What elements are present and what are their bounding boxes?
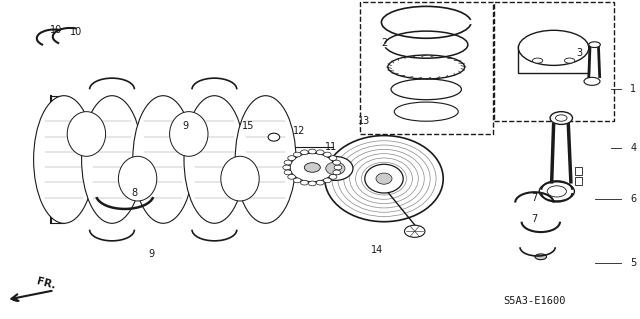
Ellipse shape xyxy=(376,173,392,184)
Circle shape xyxy=(532,58,543,63)
Ellipse shape xyxy=(316,180,324,185)
Text: 4: 4 xyxy=(630,143,637,153)
Ellipse shape xyxy=(324,136,443,222)
Text: S5A3-E1600: S5A3-E1600 xyxy=(503,296,566,307)
Ellipse shape xyxy=(170,112,208,156)
Text: 7: 7 xyxy=(531,213,538,224)
Ellipse shape xyxy=(547,186,566,197)
Ellipse shape xyxy=(305,163,321,172)
Bar xyxy=(575,167,582,175)
Text: 9: 9 xyxy=(182,121,189,131)
Ellipse shape xyxy=(268,133,280,141)
Ellipse shape xyxy=(326,162,345,175)
Ellipse shape xyxy=(235,96,296,223)
Ellipse shape xyxy=(518,30,589,65)
Text: 13: 13 xyxy=(358,116,371,126)
Text: 12: 12 xyxy=(293,126,305,136)
Ellipse shape xyxy=(539,182,575,201)
Bar xyxy=(575,177,582,185)
Ellipse shape xyxy=(404,225,425,237)
Text: 11: 11 xyxy=(325,142,337,152)
Ellipse shape xyxy=(82,96,143,223)
Ellipse shape xyxy=(184,96,245,223)
FancyArrowPatch shape xyxy=(12,293,45,302)
Ellipse shape xyxy=(589,42,600,48)
Text: FR.: FR. xyxy=(35,276,56,291)
Ellipse shape xyxy=(550,112,573,124)
Ellipse shape xyxy=(324,178,332,183)
Ellipse shape xyxy=(324,152,332,157)
FancyBboxPatch shape xyxy=(360,2,493,134)
Ellipse shape xyxy=(284,170,292,175)
Ellipse shape xyxy=(118,156,157,201)
Ellipse shape xyxy=(535,254,547,260)
Text: 9: 9 xyxy=(148,249,155,259)
Ellipse shape xyxy=(301,150,308,155)
Ellipse shape xyxy=(584,77,600,85)
Text: 6: 6 xyxy=(630,194,637,204)
Ellipse shape xyxy=(284,160,292,165)
Text: 14: 14 xyxy=(371,245,383,256)
Ellipse shape xyxy=(308,149,316,154)
Text: 7: 7 xyxy=(531,193,538,203)
Ellipse shape xyxy=(34,96,95,223)
Ellipse shape xyxy=(308,181,316,186)
Text: 15: 15 xyxy=(242,121,254,131)
Ellipse shape xyxy=(133,96,194,223)
Text: 10: 10 xyxy=(50,25,62,35)
Text: 8: 8 xyxy=(131,188,138,198)
Ellipse shape xyxy=(333,160,340,165)
Circle shape xyxy=(564,58,575,63)
Ellipse shape xyxy=(333,170,340,175)
Ellipse shape xyxy=(293,152,301,157)
FancyBboxPatch shape xyxy=(494,2,614,121)
Ellipse shape xyxy=(293,178,301,183)
Text: 5: 5 xyxy=(630,258,637,268)
Ellipse shape xyxy=(288,174,296,179)
Text: 3: 3 xyxy=(576,48,582,58)
Ellipse shape xyxy=(301,180,308,185)
Text: 1: 1 xyxy=(630,84,637,94)
Text: 2: 2 xyxy=(381,38,387,48)
Ellipse shape xyxy=(329,174,337,179)
Ellipse shape xyxy=(283,165,291,170)
Ellipse shape xyxy=(316,150,324,155)
Ellipse shape xyxy=(317,157,353,181)
Ellipse shape xyxy=(288,156,296,160)
Ellipse shape xyxy=(221,156,259,201)
Text: 10: 10 xyxy=(70,27,83,37)
Ellipse shape xyxy=(67,112,106,156)
Ellipse shape xyxy=(365,164,403,193)
Ellipse shape xyxy=(290,153,335,182)
Ellipse shape xyxy=(556,115,567,121)
FancyBboxPatch shape xyxy=(518,45,589,73)
Ellipse shape xyxy=(329,156,337,160)
Ellipse shape xyxy=(334,165,342,170)
